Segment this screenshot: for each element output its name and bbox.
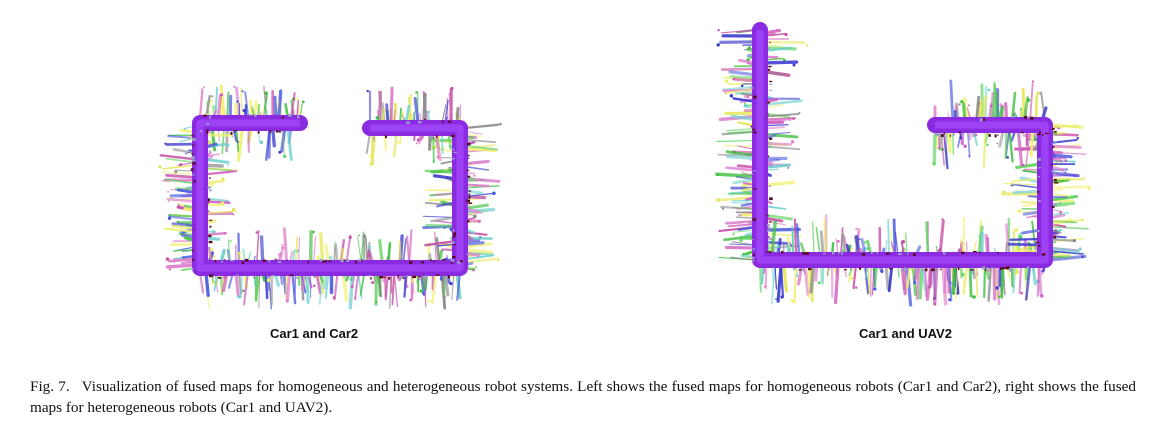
point-cloud-map-right <box>715 22 1091 307</box>
subcaption-right: Car1 and UAV2 <box>859 326 952 341</box>
point-cloud-map-left <box>158 84 502 310</box>
robot-trajectory <box>190 113 473 280</box>
fused-map-car1-car2 <box>140 78 520 323</box>
figure-label: Fig. 7. <box>30 378 70 395</box>
figure-caption: Fig. 7. Visualization of fused maps for h… <box>30 376 1136 418</box>
trajectory-core <box>756 30 1049 264</box>
subcaption-left: Car1 and Car2 <box>270 326 359 341</box>
fused-map-car1-uav2 <box>715 10 1100 320</box>
trajectory-core <box>196 119 464 272</box>
robot-trajectory <box>750 22 1059 272</box>
figure-caption-text: Visualization of fused maps for homogene… <box>30 378 1137 416</box>
trajectory-band <box>752 22 1053 268</box>
